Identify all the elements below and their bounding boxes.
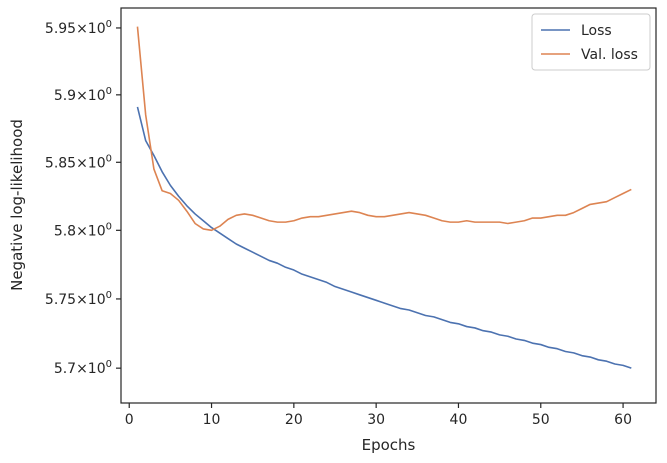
x-axis: 0 10 20 30 40 50 60	[125, 403, 632, 428]
series-layer	[136, 26, 632, 369]
x-tick-label-0: 0	[125, 412, 134, 428]
legend-label-loss: Loss	[581, 23, 612, 39]
x-tick-label-40: 40	[450, 412, 468, 428]
legend: Loss Val. loss	[531, 13, 651, 71]
x-tick-label-50: 50	[532, 412, 550, 428]
y-tick-label-5: 5.95×100	[45, 19, 112, 37]
y-axis-label: Negative log-likelihood	[8, 119, 26, 291]
legend-box	[531, 13, 651, 71]
series-line-loss	[136, 106, 632, 369]
series-line-val-loss	[136, 26, 632, 232]
plot-frame	[120, 7, 657, 404]
x-tick-label-30: 30	[367, 412, 385, 428]
x-tick-label-10: 10	[203, 412, 221, 428]
y-axis: 5.7×100 5.75×100 5.8×100 5.85×100 5.9×100 5.9…	[45, 19, 121, 377]
y-tick-label-1: 5.75×100	[45, 290, 112, 308]
x-axis-label: Epochs	[362, 436, 416, 454]
y-tick-label-3: 5.85×100	[45, 153, 112, 171]
x-tick-label-20: 20	[285, 412, 303, 428]
y-tick-label-2: 5.8×100	[54, 221, 112, 239]
legend-label-val-loss: Val. loss	[581, 47, 638, 63]
y-tick-label-0: 5.7×100	[54, 359, 112, 377]
x-tick-label-60: 60	[614, 412, 632, 428]
y-tick-label-4: 5.9×100	[54, 86, 112, 104]
